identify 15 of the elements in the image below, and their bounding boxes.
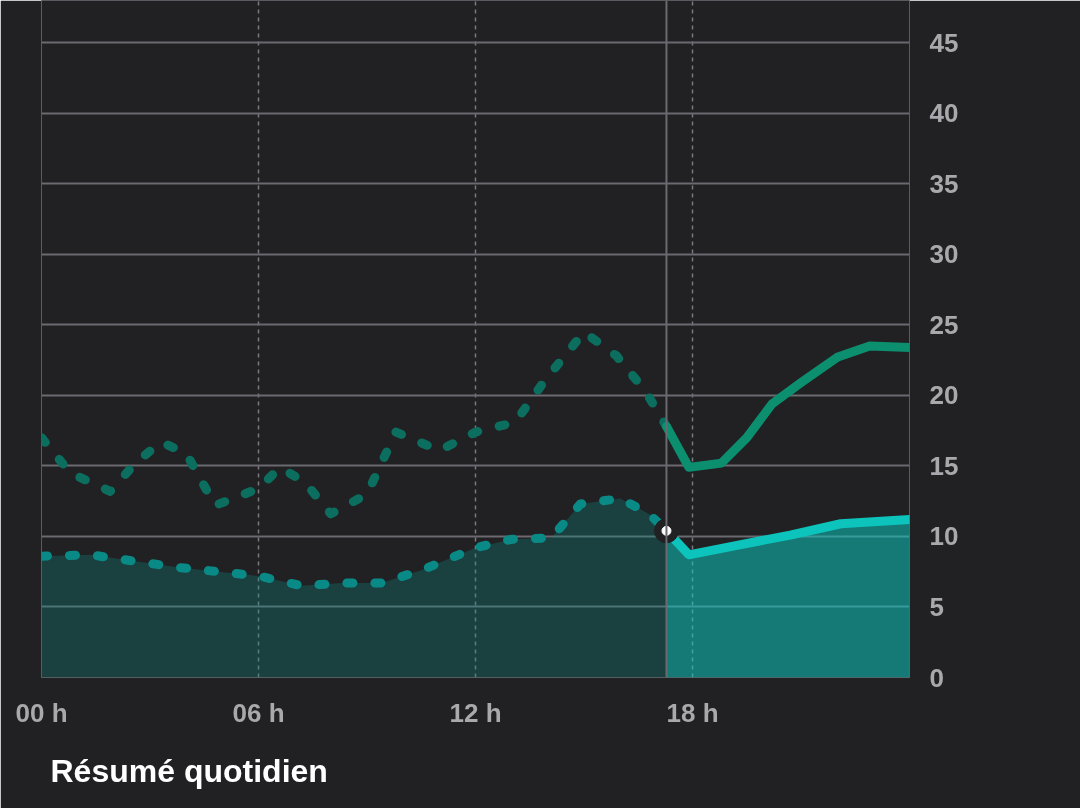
y-tick-label: 15	[929, 450, 959, 481]
y-tick-label: 5	[929, 591, 944, 622]
y-tick-label: 25	[929, 309, 959, 340]
y-tick-label: 30	[929, 239, 959, 270]
x-tick-label: 00 h	[15, 697, 68, 728]
y-tick-label: 40	[929, 98, 959, 129]
text: Résumé quotidien	[50, 752, 328, 789]
y-tick-label: 45	[929, 27, 959, 58]
x-tick-label: 06 h	[232, 697, 285, 728]
y-tick-label: 0	[929, 662, 944, 693]
x-tick-label: 12 h	[449, 697, 502, 728]
y-tick-label: 35	[929, 168, 959, 199]
y-tick-label: 20	[929, 380, 959, 411]
y-tick-label: 10	[929, 521, 959, 552]
x-tick-label: 18 h	[666, 697, 719, 728]
